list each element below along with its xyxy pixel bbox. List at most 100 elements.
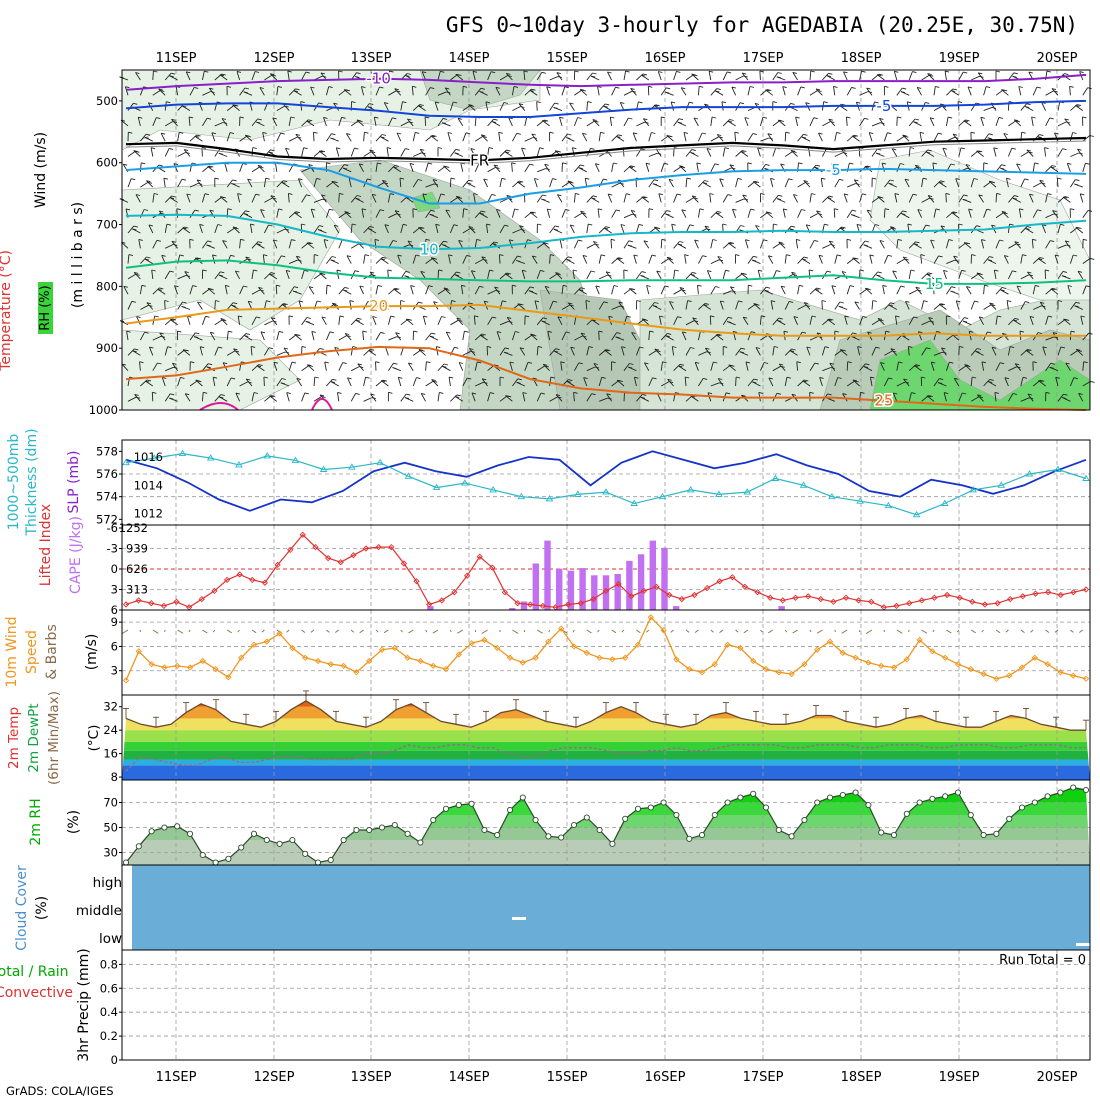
wind-barb	[611, 332, 617, 341]
wind-barb-flag	[218, 274, 224, 277]
wind-barb	[868, 132, 873, 142]
wind-barb	[706, 270, 712, 280]
wind-barb	[943, 270, 947, 280]
wind-barb-flag	[330, 137, 335, 140]
wind-barb-flag	[582, 254, 588, 257]
wind-barb-flag	[456, 394, 461, 397]
wind-barb-flag	[477, 361, 482, 364]
wind-barb	[904, 178, 910, 188]
wind-barb-flag	[998, 116, 1004, 119]
wind-barb-flag	[869, 132, 874, 135]
wind-barb-flag	[196, 257, 202, 260]
wind-barb	[556, 72, 563, 81]
wind-barb-flag	[615, 209, 621, 212]
wind-barb	[648, 377, 653, 387]
wind-barb-flag	[379, 86, 384, 89]
wind-barb-flag	[250, 223, 255, 226]
wind-barb	[963, 120, 972, 127]
wind-barb	[251, 194, 257, 203]
wind-barb	[573, 117, 579, 127]
wind-barb-flag	[442, 244, 447, 246]
li-marker	[148, 600, 155, 607]
thickness-marker	[912, 510, 921, 518]
wind-barb-flag	[964, 242, 969, 245]
li-marker	[211, 587, 218, 595]
wind-barb-flag	[524, 315, 530, 318]
wind-barb-flag	[420, 226, 425, 229]
y-tick-label: 3	[111, 664, 118, 678]
wind-barb-flag	[682, 331, 687, 334]
wind-barb	[499, 347, 506, 356]
wind-barb-flag	[841, 271, 847, 273]
wind-barb-flag	[991, 224, 996, 227]
wind-barb-flag	[829, 240, 834, 243]
wind-barb	[908, 194, 914, 203]
wind-barb-flag	[316, 300, 322, 303]
wind-barb	[951, 333, 960, 341]
wind-barb	[859, 71, 863, 81]
wind-barb-flag	[718, 378, 723, 380]
wind-barb-flag	[640, 274, 645, 277]
wind-barb	[164, 346, 168, 356]
wind-marker	[673, 656, 680, 663]
wind-barb	[349, 300, 352, 310]
wind-barb	[632, 132, 637, 142]
wind-barb	[1057, 224, 1061, 234]
wind-barb	[609, 116, 613, 126]
wind-barb-flag	[532, 255, 537, 258]
wind-barb-flag	[1049, 366, 1054, 369]
wind-barb-flag	[1062, 270, 1068, 273]
li-marker	[691, 591, 698, 599]
wind-barb-flag	[430, 209, 435, 212]
wind-barb-flag	[1014, 317, 1019, 320]
wind-barb	[1032, 285, 1036, 295]
wind-barb-flag	[1022, 376, 1028, 379]
wind-barb	[531, 133, 538, 142]
wind-barb	[795, 239, 799, 249]
wind-barb-flag	[851, 86, 856, 89]
wind-barb-flag	[276, 284, 281, 287]
wind-barb	[636, 271, 643, 280]
wind-barb-flag	[465, 132, 471, 135]
wind-barb	[521, 147, 526, 157]
wind-marker	[826, 638, 834, 645]
wind-barb-flag	[364, 254, 370, 257]
surface-wind-barb	[449, 629, 452, 633]
wind-barb-flag	[869, 254, 874, 257]
wind-barb-flag	[744, 117, 749, 119]
wind-barb	[852, 257, 860, 264]
wind-barb	[260, 209, 265, 218]
wind-barb-flag	[1027, 271, 1032, 274]
wind-barb-flag	[849, 162, 854, 165]
y-tick-label: -6	[107, 521, 118, 535]
wind-barb-flag	[792, 151, 797, 153]
wind-barb-flag	[926, 273, 931, 276]
surface-wind-barb	[995, 629, 1001, 634]
wind-barb	[536, 242, 545, 249]
wind-barb	[697, 86, 700, 96]
rh-marker	[686, 835, 693, 842]
wind-barb	[281, 181, 290, 188]
wind-barb-flag	[291, 239, 296, 242]
wind-barb	[592, 241, 600, 249]
wind-barb-flag	[1050, 288, 1055, 291]
wind-marker	[1057, 669, 1064, 676]
rh-marker	[903, 810, 910, 817]
wind-barb	[618, 301, 625, 310]
wind-barb	[1055, 377, 1059, 387]
rh-marker	[1082, 786, 1090, 794]
wind-barb-flag	[719, 178, 724, 181]
wind-barb-flag	[828, 72, 833, 75]
wind-barb-flag	[514, 208, 519, 211]
wind-barb-flag	[228, 330, 233, 333]
wind-barb-flag	[156, 117, 161, 120]
wind-barb	[1045, 240, 1051, 249]
wind-barb	[896, 381, 906, 387]
wind-barb-flag	[454, 152, 459, 155]
wind-barb-flag	[829, 318, 834, 321]
wind-barb-flag	[613, 285, 619, 287]
wind-barb	[164, 270, 171, 280]
wind-barb	[1039, 302, 1046, 310]
wind-barb-flag	[210, 331, 215, 334]
wind-barb-flag	[1006, 300, 1012, 303]
